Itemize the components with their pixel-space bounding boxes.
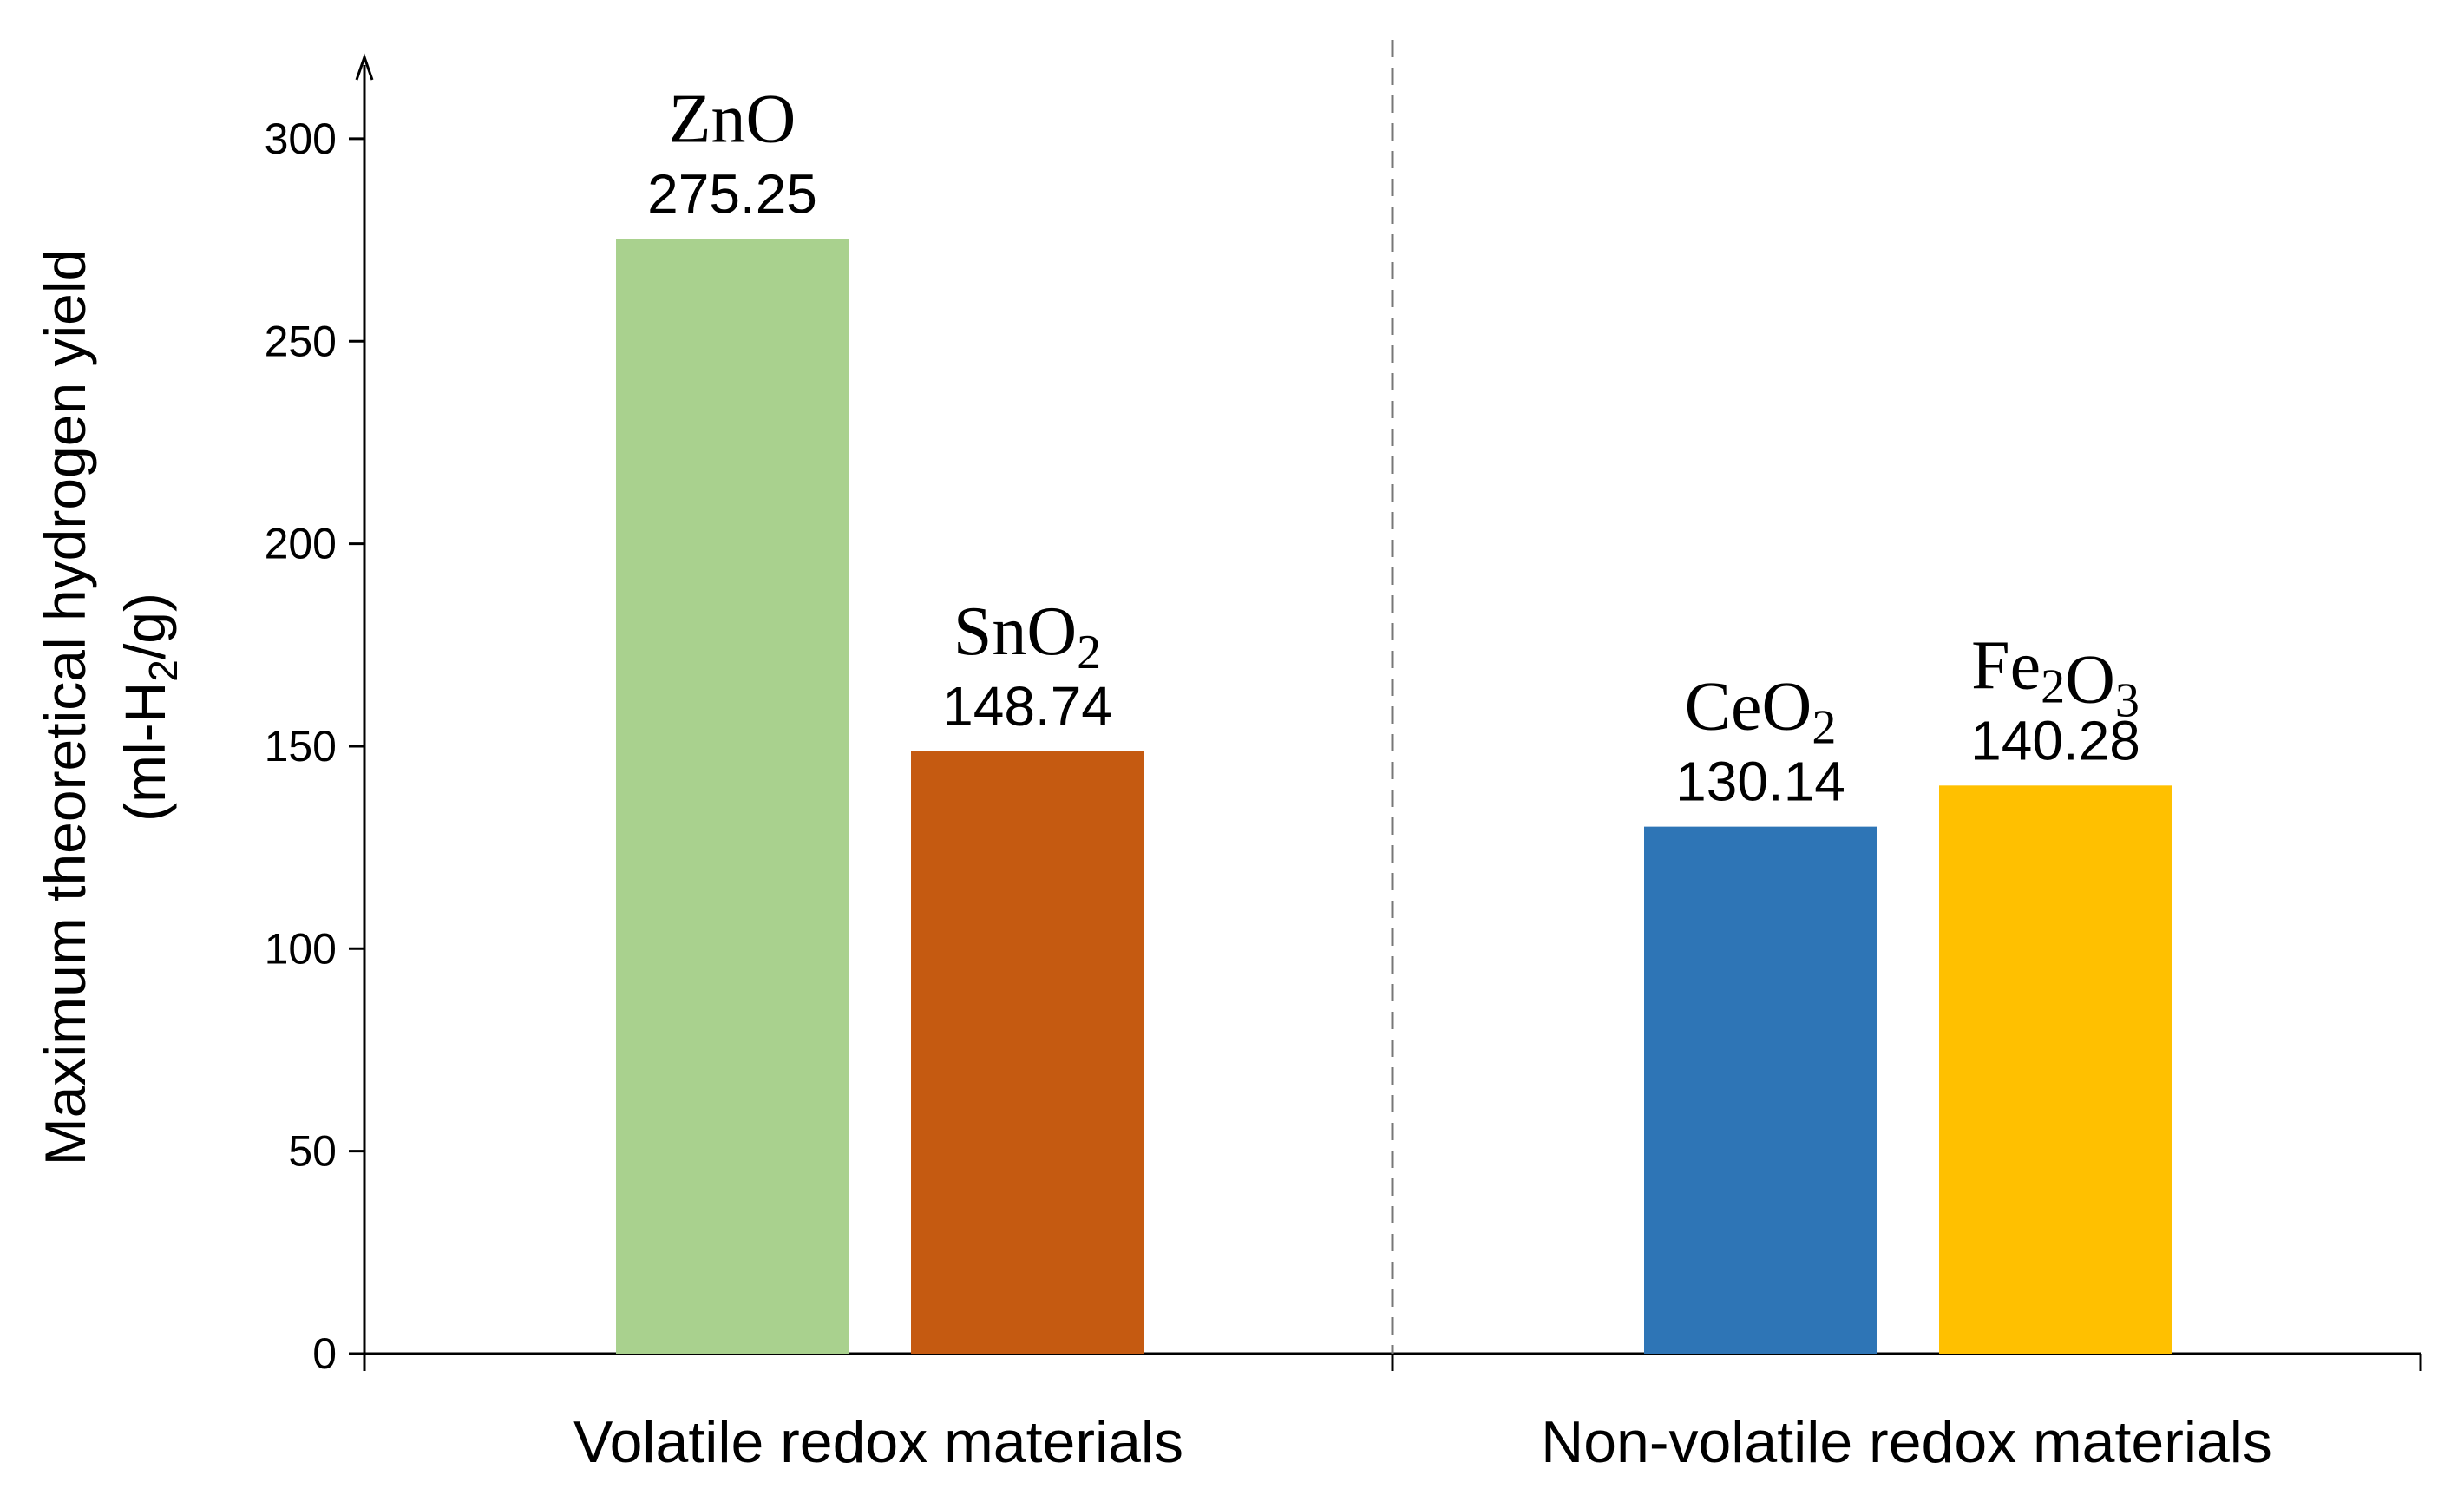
bar-value-label: 148.74 xyxy=(942,675,1112,738)
bar-formula-label: ZnO xyxy=(669,81,796,157)
y-axis-arrow xyxy=(355,53,374,81)
bar-formula-label: CeO2 xyxy=(1685,669,1837,755)
bar xyxy=(616,239,849,1355)
bar-value-label: 275.25 xyxy=(647,162,817,225)
bar-value-label: 140.28 xyxy=(1970,709,2140,771)
bar xyxy=(1644,826,1877,1354)
y-tick-label: 300 xyxy=(265,115,337,163)
y-tick-label: 150 xyxy=(265,722,337,771)
y-axis-unit-label: (ml-H2/g) xyxy=(113,593,186,822)
group-label: Non-volatile redox materials xyxy=(1541,1409,2272,1475)
y-tick-label: 250 xyxy=(265,317,337,365)
bar-formula-label: SnO2 xyxy=(953,594,1101,679)
bar-formula-label: Fe2O3 xyxy=(1971,627,2140,727)
group-label: Volatile redox materials xyxy=(573,1409,1183,1475)
y-tick-label: 50 xyxy=(288,1127,337,1176)
y-tick-label: 100 xyxy=(265,924,337,973)
x-axis: Volatile redox materials Non-volatile red… xyxy=(363,40,2422,1475)
bar-value-label: 130.14 xyxy=(1675,751,1845,813)
y-tick-label: 0 xyxy=(312,1329,337,1378)
bars xyxy=(616,239,2172,1355)
y-tick-label: 200 xyxy=(265,520,337,568)
bar xyxy=(1939,785,2172,1354)
y-axis: 0 50 100 150 200 250 300 xyxy=(265,53,374,1378)
bar xyxy=(911,751,1144,1354)
y-axis-label: Maximum theoretical hydrogen yield xyxy=(33,249,97,1165)
